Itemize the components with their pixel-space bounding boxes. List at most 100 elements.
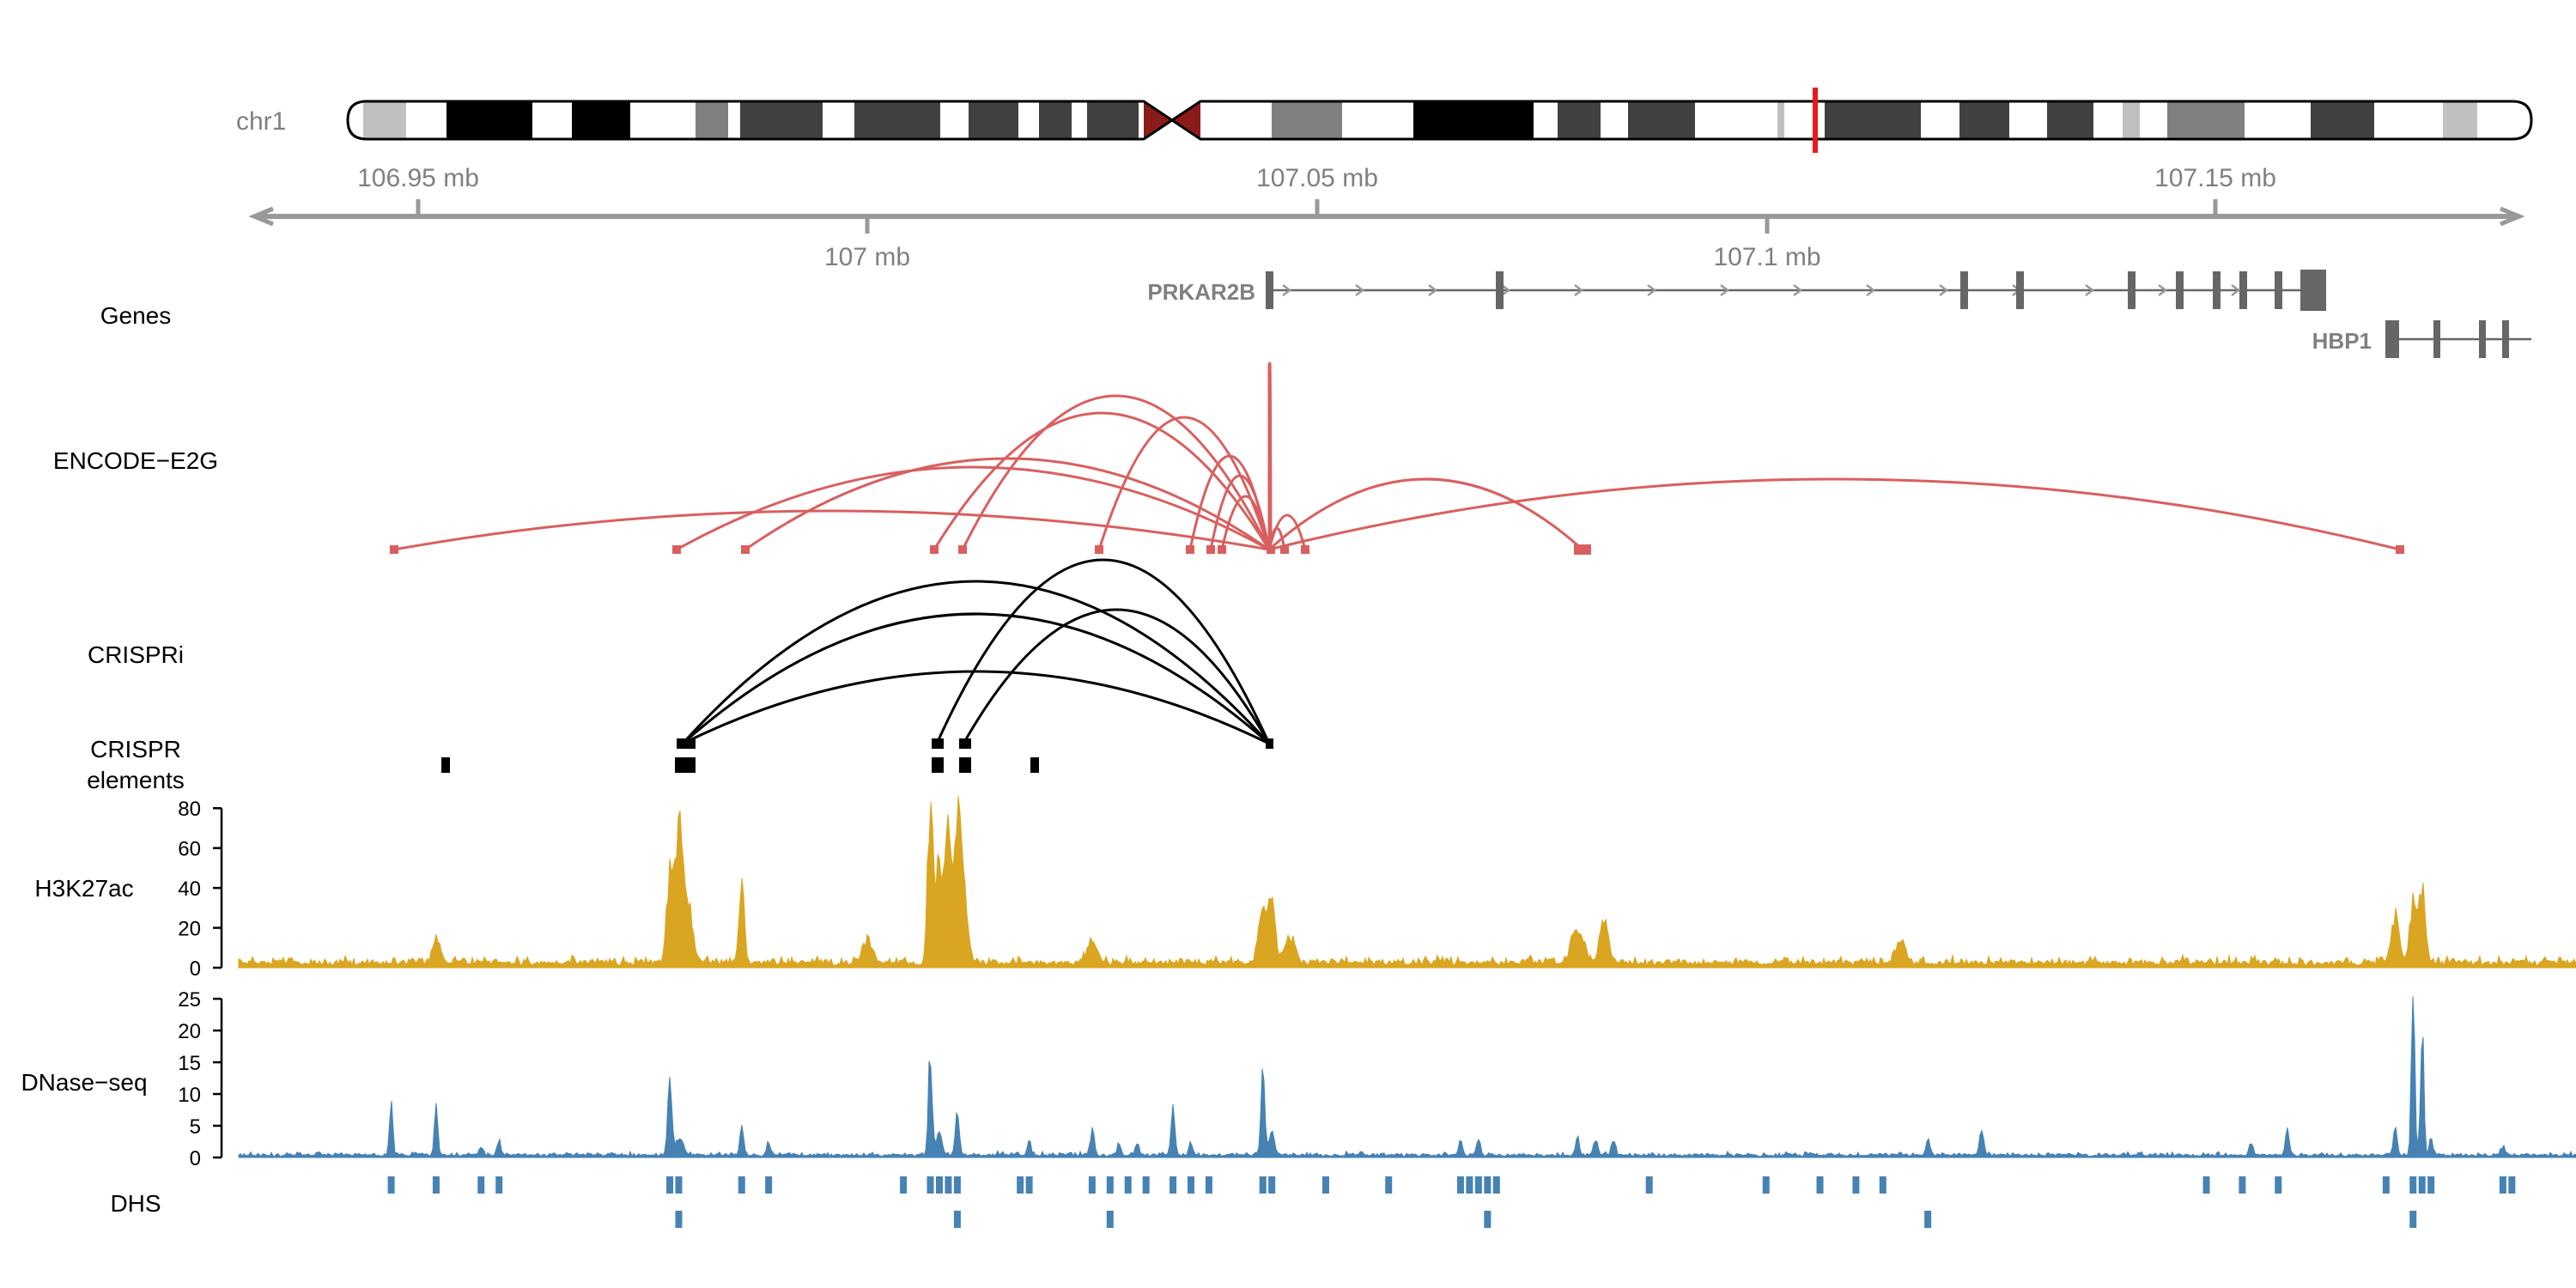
dhs-peak <box>1321 1176 1329 1194</box>
e2g-element <box>741 545 750 554</box>
strand-arrow <box>1282 284 1292 296</box>
dhs-peak <box>1879 1176 1886 1194</box>
e2g-track <box>390 361 2404 555</box>
ideogram-band <box>363 101 406 139</box>
ideogram-band <box>1628 101 1695 139</box>
dhs-peak <box>1124 1176 1132 1194</box>
e2g-element <box>672 545 681 554</box>
dhs-peak <box>495 1176 503 1194</box>
dhs-peak <box>1385 1176 1393 1194</box>
ideogram-band <box>1087 101 1139 139</box>
e2g-element <box>390 545 398 554</box>
e2g-element <box>1206 545 1215 554</box>
strand-arrow <box>1574 284 1584 296</box>
dhs-peak <box>2508 1176 2516 1194</box>
dhs-peak <box>1205 1176 1212 1194</box>
dhs-peak <box>675 1211 683 1228</box>
ideogram-band <box>2443 101 2477 139</box>
crispr-element <box>1030 757 1039 773</box>
e2g-element <box>930 545 939 554</box>
dhs-peak <box>1466 1176 1473 1194</box>
y-tick-label: 60 <box>178 838 201 861</box>
dhs-peak <box>2239 1176 2246 1194</box>
track-label-e2g: ENCODE−E2G <box>53 447 218 474</box>
e2g-arc <box>393 509 1270 551</box>
e2g-element <box>1280 545 1289 554</box>
exon <box>2213 271 2221 309</box>
exon <box>2275 271 2282 309</box>
genes-track: PRKAR2B HBP1 <box>1147 270 2531 358</box>
dhs-peak <box>945 1176 952 1194</box>
dhs-peak <box>765 1176 773 1194</box>
dhs-peak <box>2418 1176 2426 1194</box>
dhs-peak <box>953 1211 961 1228</box>
gene-label-hbp1: HBP1 <box>2312 328 2372 354</box>
e2g-arc <box>1097 416 1271 550</box>
dhs-peak <box>2382 1176 2390 1194</box>
e2g-arc <box>676 465 1270 551</box>
e2g-arc <box>744 457 1270 551</box>
ideogram-band <box>447 101 532 139</box>
strand-arrow <box>1647 284 1657 296</box>
crispri-track <box>681 558 1271 745</box>
dhs-peak <box>2202 1176 2210 1194</box>
strand-arrow <box>2158 284 2168 296</box>
dhs-peak <box>900 1176 908 1194</box>
axis-label-107-1: 107.1 mb <box>1713 243 1820 271</box>
crispr-element <box>932 738 944 749</box>
e2g-element <box>1574 544 1591 555</box>
dhs-peak <box>1187 1176 1194 1194</box>
ideogram-band <box>1558 101 1601 139</box>
strand-arrow <box>1501 284 1511 296</box>
dhs-peak <box>927 1176 934 1194</box>
dhs-peak <box>2499 1176 2506 1194</box>
centromere-right <box>1172 101 1200 139</box>
crispr-element <box>932 757 944 773</box>
dhs-peak <box>2409 1176 2417 1194</box>
gene-label-prkar2b: PRKAR2B <box>1147 279 1255 305</box>
dhs-peak <box>738 1176 745 1194</box>
exon <box>2433 320 2440 358</box>
exon <box>2016 271 2024 309</box>
dhs-peak <box>1025 1176 1033 1194</box>
dhs-peak <box>953 1176 961 1194</box>
centromere-left <box>1144 101 1172 139</box>
dhs-peak <box>1816 1176 1824 1194</box>
ideogram-band <box>2167 101 2245 139</box>
e2g-element <box>1301 545 1309 554</box>
y-tick-label: 40 <box>178 878 201 901</box>
track-label-crispri: CRISPRi <box>88 641 184 668</box>
e2g-element <box>2396 545 2404 554</box>
e2g-arc <box>961 394 1271 550</box>
track-label-crispr-elements-1: CRISPR <box>90 736 181 762</box>
dhs-peak <box>1492 1176 1500 1194</box>
crispr-element <box>959 738 971 749</box>
dhs-peak <box>1088 1176 1096 1194</box>
crispr-element <box>675 757 696 773</box>
e2g-arc <box>1220 495 1271 550</box>
track-label-crispr-elements-2: elements <box>87 767 185 793</box>
y-tick-label: 10 <box>178 1084 201 1107</box>
dhs-peak <box>432 1176 440 1194</box>
dhs-peak <box>1762 1176 1770 1194</box>
dhs-peak <box>1017 1176 1024 1194</box>
dhs-peak <box>675 1176 683 1194</box>
e2g-element <box>1218 545 1226 554</box>
dhs-peak <box>1484 1176 1492 1194</box>
ideogram-band <box>854 101 940 139</box>
crispri-arc <box>962 608 1271 744</box>
ideogram-band <box>1039 101 1072 139</box>
dhs-peak <box>2275 1176 2282 1194</box>
exon <box>1266 271 1273 309</box>
dhs-peak <box>1852 1176 1860 1194</box>
dhs-peak <box>1170 1176 1177 1194</box>
exon <box>2239 271 2247 309</box>
exon <box>2385 320 2392 358</box>
dhs-peak <box>477 1176 485 1194</box>
genome-axis: 106.95 mb 107.05 mb 107.15 mb 107 mb 107… <box>248 164 2525 271</box>
exon-utr <box>2300 270 2326 311</box>
e2g-arc <box>933 411 1271 550</box>
ideogram-outline <box>346 100 2533 141</box>
dhs-track <box>387 1176 2516 1228</box>
dhs-peak <box>1645 1176 1653 1194</box>
